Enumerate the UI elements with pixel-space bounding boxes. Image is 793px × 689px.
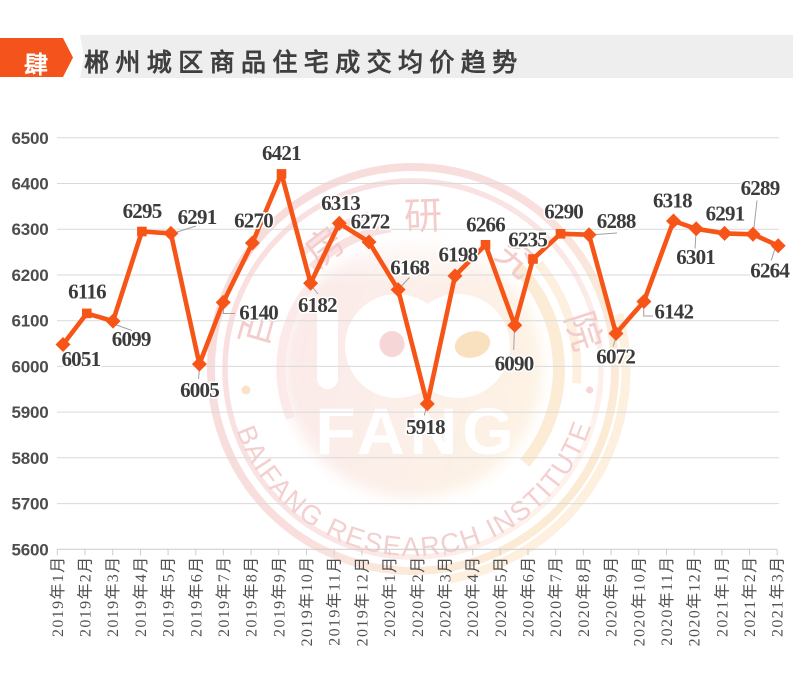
svg-text:2020年11月: 2020年11月 [658,556,676,646]
svg-text:2020年5月: 2020年5月 [492,556,510,637]
svg-text:5700: 5700 [11,495,48,514]
svg-text:6313: 6313 [321,191,360,215]
svg-text:6295: 6295 [123,199,162,223]
svg-text:6100: 6100 [11,312,48,331]
svg-text:2020年1月: 2020年1月 [381,556,399,637]
svg-text:6090: 6090 [495,351,534,375]
svg-text:6000: 6000 [11,357,48,376]
svg-text:2020年12月: 2020年12月 [686,556,704,647]
svg-text:2019年11月: 2019年11月 [326,556,344,646]
svg-text:2020年2月: 2020年2月 [409,556,427,637]
svg-text:2019年8月: 2019年8月 [243,556,261,637]
svg-text:2021年3月: 2021年3月 [769,556,787,637]
svg-text:6140: 6140 [239,300,278,324]
svg-text:6290: 6290 [544,200,583,224]
svg-text:6235: 6235 [508,228,547,252]
svg-text:6500: 6500 [11,129,48,148]
svg-text:2019年2月: 2019年2月 [77,556,95,637]
svg-text:FANG: FANG [315,394,518,468]
svg-text:6198: 6198 [438,243,477,267]
svg-text:2021年1月: 2021年1月 [713,556,731,637]
svg-text:6421: 6421 [262,141,301,165]
svg-text:6182: 6182 [298,293,337,317]
svg-text:2020年4月: 2020年4月 [464,556,482,637]
svg-text:6200: 6200 [11,266,48,285]
svg-text:2019年6月: 2019年6月 [187,556,205,637]
svg-text:2020年10月: 2020年10月 [630,556,648,647]
svg-text:6099: 6099 [112,327,151,351]
svg-text:6301: 6301 [676,245,715,269]
svg-text:5800: 5800 [11,449,48,468]
svg-text:6142: 6142 [654,299,693,323]
svg-text:6291: 6291 [706,202,745,226]
svg-text:6289: 6289 [741,176,780,200]
svg-text:2020年8月: 2020年8月 [575,556,593,637]
svg-text:6051: 6051 [61,347,100,371]
svg-text:6264: 6264 [750,259,790,283]
svg-text:2019年1月: 2019年1月 [49,556,67,637]
svg-text:2020年9月: 2020年9月 [603,556,621,637]
svg-text:2019年7月: 2019年7月 [215,556,233,637]
svg-text:6005: 6005 [180,378,219,402]
svg-text:6266: 6266 [466,213,505,237]
svg-text:2020年3月: 2020年3月 [437,556,455,637]
svg-text:6288: 6288 [597,209,636,233]
svg-text:2019年5月: 2019年5月 [160,556,178,637]
svg-text:6291: 6291 [178,205,217,229]
svg-text:2019年10月: 2019年10月 [298,556,316,647]
svg-text:2021年2月: 2021年2月 [741,556,759,637]
svg-text:6272: 6272 [351,209,390,233]
svg-text:研: 研 [403,195,442,238]
svg-text:6168: 6168 [390,256,429,280]
svg-text:2019年4月: 2019年4月 [132,556,150,637]
svg-text:6318: 6318 [653,188,692,212]
svg-text:2020年6月: 2020年6月 [520,556,538,637]
svg-text:2019年3月: 2019年3月 [104,556,122,637]
svg-text:5600: 5600 [11,540,48,559]
svg-text:2019年9月: 2019年9月 [270,556,288,637]
svg-text:2019年12月: 2019年12月 [353,556,371,647]
svg-text:6270: 6270 [234,209,273,233]
svg-text:5918: 5918 [406,415,445,439]
svg-text:5900: 5900 [11,403,48,422]
svg-text:2020年7月: 2020年7月 [547,556,565,637]
svg-text:6300: 6300 [11,220,48,239]
svg-text:6072: 6072 [596,345,635,369]
svg-text:6116: 6116 [68,280,106,304]
svg-text:6400: 6400 [11,175,48,194]
